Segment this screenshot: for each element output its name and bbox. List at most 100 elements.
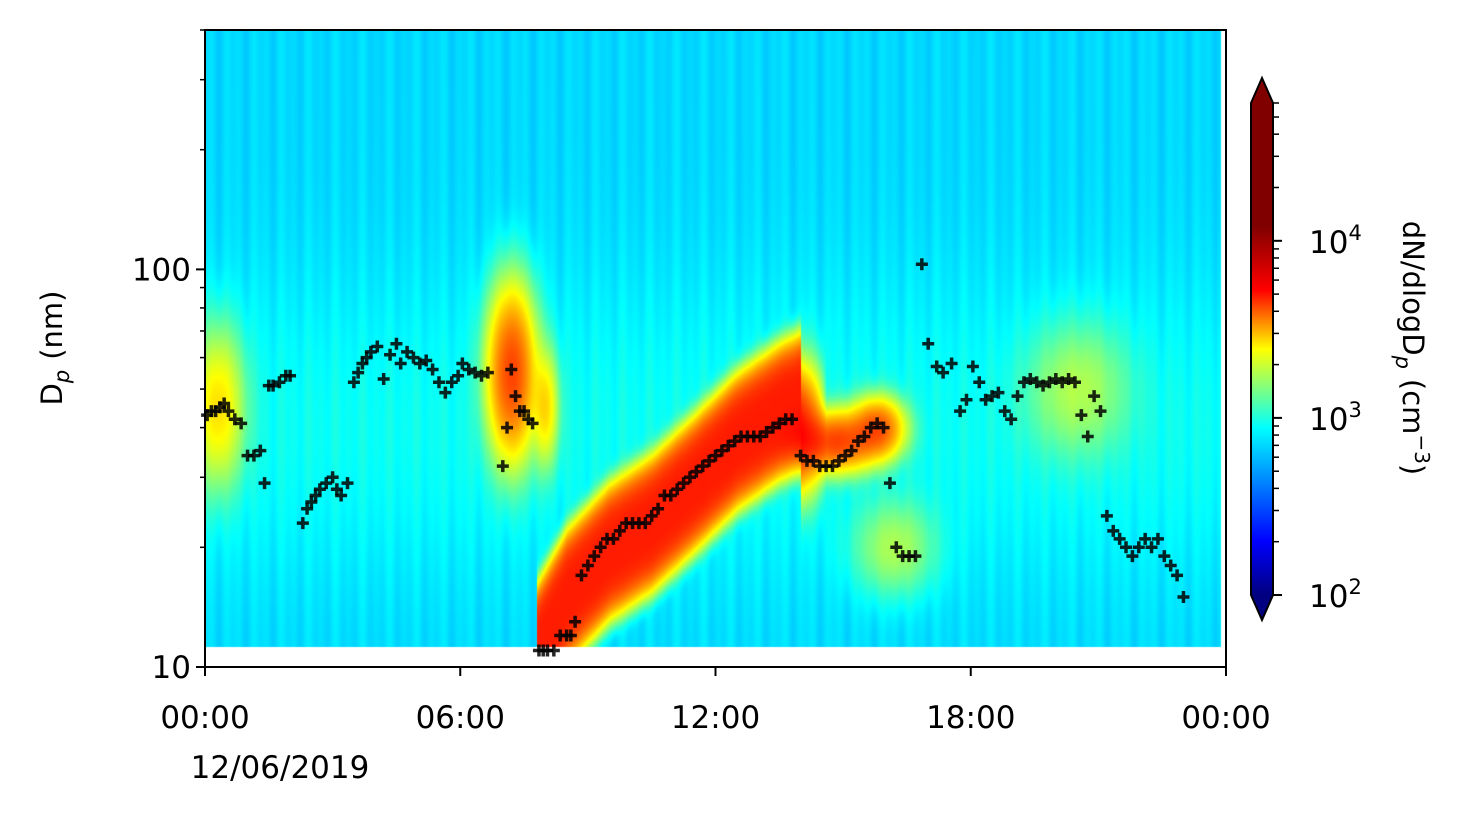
colorbar-label-sub: p bbox=[1391, 355, 1415, 369]
mode-diameter-marker bbox=[518, 405, 531, 418]
mode-diameter-marker bbox=[407, 351, 420, 364]
mode-diameter-marker bbox=[1024, 373, 1037, 386]
x-tick-label: 12:00 bbox=[671, 700, 760, 736]
mode-diameter-marker bbox=[347, 376, 360, 389]
mode-diameter-marker bbox=[766, 421, 779, 434]
mode-diameter-marker bbox=[937, 366, 950, 379]
y-tick-label: 100 bbox=[132, 252, 191, 288]
colorbar-ticks: 102 103 104 bbox=[1273, 102, 1362, 615]
mode-diameter-marker bbox=[786, 413, 799, 426]
mode-diameter-marker bbox=[690, 465, 703, 478]
mode-diameter-marker bbox=[945, 357, 958, 370]
colorbar-label-unit: (cm bbox=[1396, 379, 1430, 435]
mode-diameter-marker bbox=[760, 425, 773, 438]
mode-diameter-marker bbox=[1100, 509, 1113, 522]
mode-diameter-marker bbox=[986, 390, 999, 403]
x-tick-label: 18:00 bbox=[926, 700, 1015, 736]
mode-diameter-marker bbox=[1017, 376, 1030, 389]
mode-diameter-marker bbox=[1030, 376, 1043, 389]
mode-diameter-marker bbox=[267, 379, 280, 392]
mode-diameter-marker bbox=[683, 471, 696, 484]
mode-diameter-marker bbox=[452, 369, 465, 382]
mode-diameter-marker bbox=[326, 471, 339, 484]
mode-diameter-marker bbox=[547, 644, 560, 657]
mode-diameter-marker bbox=[773, 417, 786, 430]
mode-diameter-marker bbox=[439, 386, 452, 399]
mode-diameter-marker bbox=[715, 444, 728, 457]
mode-diameter-marker bbox=[890, 541, 903, 554]
mode-diameter-marker bbox=[613, 524, 626, 537]
colorbar-label: dN/dlogDp (cm−3) bbox=[1391, 221, 1434, 476]
mode-diameter-marker bbox=[390, 337, 403, 350]
mode-diameter-marker bbox=[696, 460, 709, 473]
heatmap-canvas bbox=[205, 30, 1226, 667]
mode-diameter-marker bbox=[247, 449, 260, 462]
mode-diameter-marker bbox=[998, 405, 1011, 418]
mode-diameter-markers bbox=[201, 258, 1190, 657]
mode-diameter-marker bbox=[1158, 550, 1171, 563]
mode-diameter-marker bbox=[420, 354, 433, 367]
mode-diameter-marker bbox=[296, 517, 309, 530]
mode-diameter-marker bbox=[839, 449, 852, 462]
mode-diameter-marker bbox=[664, 489, 677, 502]
x-date-label: 12/06/2019 bbox=[191, 750, 370, 786]
mode-diameter-marker bbox=[426, 363, 439, 376]
mode-diameter-marker bbox=[1062, 373, 1075, 386]
mode-diameter-marker bbox=[505, 363, 518, 376]
mode-diameter-marker bbox=[728, 435, 741, 448]
mode-diameter-marker bbox=[1005, 413, 1018, 426]
mode-diameter-marker bbox=[915, 258, 928, 271]
x-axis-ticks: 00:00 06:00 12:00 18:00 00:00 bbox=[160, 667, 1271, 736]
mode-diameter-marker bbox=[588, 550, 601, 563]
mode-diameter-marker bbox=[273, 376, 286, 389]
mode-diameter-marker bbox=[1075, 409, 1088, 422]
mode-diameter-marker bbox=[607, 532, 620, 545]
y-axis-label-unit: (nm) bbox=[35, 291, 69, 360]
mode-diameter-marker bbox=[509, 390, 522, 403]
mode-diameter-marker bbox=[754, 430, 767, 443]
mode-diameter-marker bbox=[445, 376, 458, 389]
mode-diameter-marker bbox=[475, 369, 488, 382]
mode-diameter-marker bbox=[1068, 376, 1081, 389]
mode-diameter-marker bbox=[845, 444, 858, 457]
mode-diameter-marker bbox=[807, 454, 820, 467]
mode-diameter-marker bbox=[1107, 524, 1120, 537]
mode-diameter-marker bbox=[581, 559, 594, 572]
mode-diameter-marker bbox=[1037, 379, 1050, 392]
mode-diameter-marker bbox=[960, 393, 973, 406]
colorbar-extend-max bbox=[1251, 78, 1273, 103]
mode-diameter-marker bbox=[677, 477, 690, 490]
mode-diameter-marker bbox=[394, 357, 407, 370]
mode-diameter-marker bbox=[954, 405, 967, 418]
colorbar-tick-label: 102 bbox=[1309, 575, 1362, 615]
mode-diameter-marker bbox=[864, 421, 877, 434]
mode-diameter-marker bbox=[645, 509, 658, 522]
mode-diameter-marker bbox=[858, 430, 871, 443]
mode-diameter-marker bbox=[871, 417, 884, 430]
mode-diameter-marker bbox=[364, 345, 377, 358]
y-axis-label: Dp (nm) bbox=[35, 291, 74, 406]
mode-diameter-marker bbox=[922, 337, 935, 350]
mode-diameter-marker bbox=[671, 483, 684, 496]
mode-diameter-marker bbox=[909, 550, 922, 563]
mode-diameter-marker bbox=[966, 360, 979, 373]
mode-diameter-marker bbox=[301, 502, 314, 515]
mode-diameter-marker bbox=[877, 421, 890, 434]
x-tick-label: 00:00 bbox=[160, 700, 249, 736]
y-tick-label: 10 bbox=[152, 650, 191, 686]
mode-diameter-marker bbox=[1177, 590, 1190, 603]
mode-diameter-marker bbox=[481, 366, 494, 379]
mode-diameter-marker bbox=[569, 615, 582, 628]
mode-diameter-marker bbox=[1113, 532, 1126, 545]
mode-diameter-marker bbox=[852, 435, 865, 448]
x-tick-label: 06:00 bbox=[416, 700, 505, 736]
mode-diameter-marker bbox=[284, 369, 297, 382]
mode-diameter-marker bbox=[973, 376, 986, 389]
mode-diameter-marker bbox=[1120, 541, 1133, 554]
mode-diameter-marker bbox=[992, 386, 1005, 399]
mode-diameter-marker bbox=[883, 477, 896, 490]
colorbar-tick-label: 104 bbox=[1309, 221, 1362, 261]
mode-diameter-marker bbox=[218, 397, 231, 410]
mode-diameter-marker bbox=[794, 449, 807, 462]
